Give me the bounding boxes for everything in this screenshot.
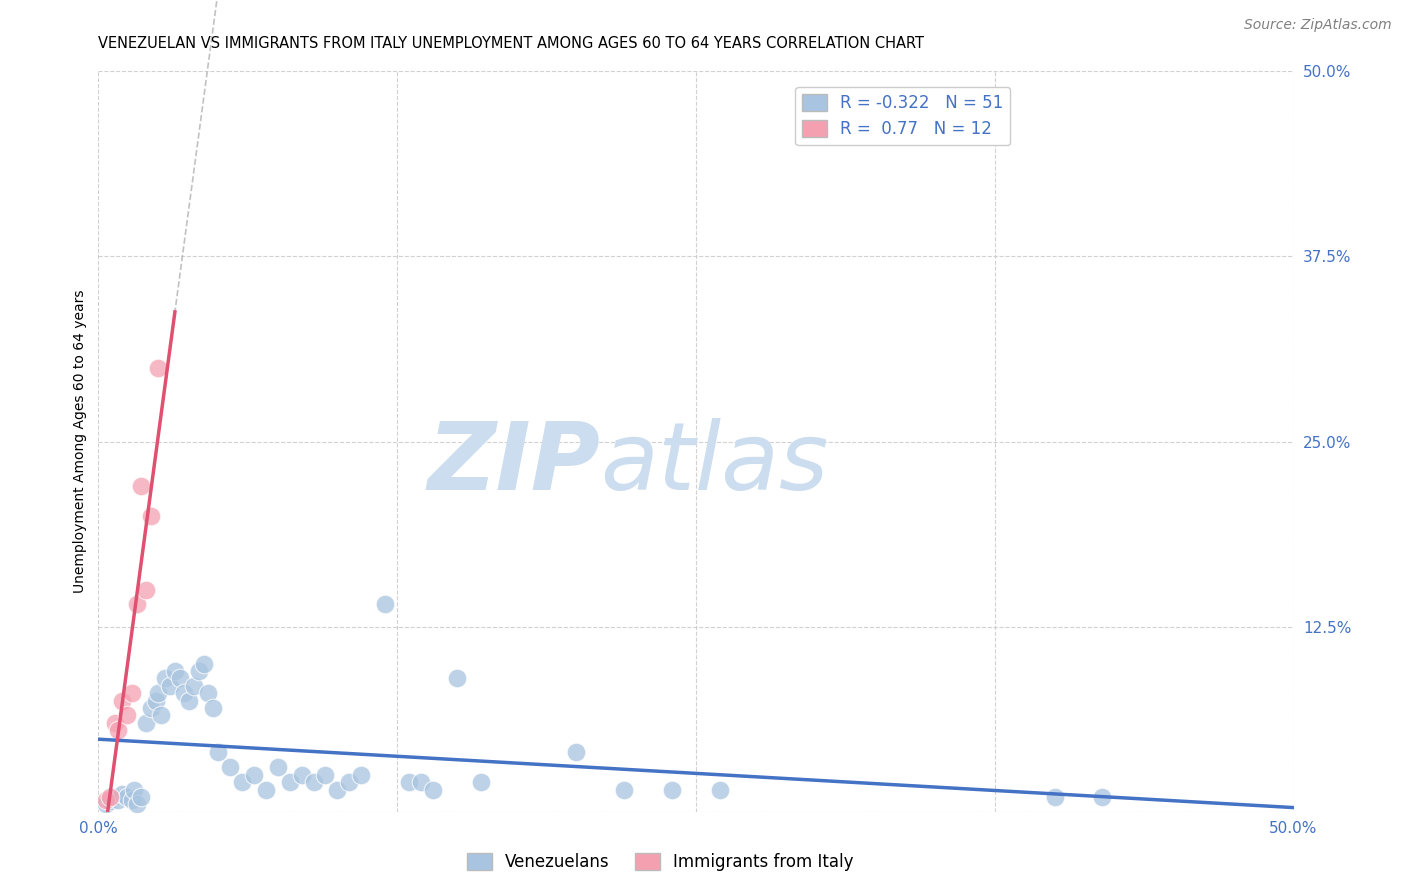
Point [169, 672, 191, 686]
Point [98, 789, 122, 804]
Point [135, 582, 157, 597]
Point [149, 708, 172, 723]
Point [135, 715, 157, 730]
Point [98, 794, 122, 808]
Point [290, 767, 312, 781]
Point [125, 598, 148, 612]
Point [159, 679, 181, 693]
Point [139, 701, 162, 715]
Point [219, 760, 242, 774]
Text: atlas: atlas [600, 418, 828, 509]
Point [148, 360, 170, 375]
Point [565, 746, 588, 760]
Point [104, 715, 127, 730]
Point [661, 782, 683, 797]
Point [254, 782, 277, 797]
Point [350, 767, 373, 781]
Point [193, 657, 215, 671]
Point [145, 694, 167, 708]
Point [124, 782, 146, 797]
Point [1043, 789, 1066, 804]
Point [197, 686, 219, 700]
Point [470, 775, 492, 789]
Point [139, 508, 162, 523]
Point [243, 767, 266, 781]
Point [202, 701, 225, 715]
Point [207, 746, 229, 760]
Point [115, 789, 138, 804]
Point [125, 797, 148, 812]
Text: Source: ZipAtlas.com: Source: ZipAtlas.com [1244, 18, 1392, 32]
Point [267, 760, 290, 774]
Point [278, 775, 301, 789]
Point [374, 598, 396, 612]
Point [155, 672, 177, 686]
Point [709, 782, 731, 797]
Point [302, 775, 325, 789]
Point [411, 775, 433, 789]
Point [1091, 789, 1114, 804]
Point [326, 782, 349, 797]
Point [101, 789, 124, 804]
Point [173, 686, 195, 700]
Point [94, 793, 117, 807]
Text: VENEZUELAN VS IMMIGRANTS FROM ITALY UNEMPLOYMENT AMONG AGES 60 TO 64 YEARS CORRE: VENEZUELAN VS IMMIGRANTS FROM ITALY UNEM… [98, 36, 924, 51]
Point [337, 775, 360, 789]
Point [131, 789, 153, 804]
Point [315, 767, 337, 781]
Point [183, 679, 205, 693]
Point [107, 723, 129, 738]
Point [94, 797, 117, 812]
Point [446, 672, 468, 686]
Point [115, 708, 138, 723]
Point [231, 775, 253, 789]
Point [163, 664, 186, 678]
Point [422, 782, 444, 797]
Point [131, 479, 153, 493]
Point [148, 686, 170, 700]
Point [111, 787, 134, 801]
Point [121, 686, 143, 700]
Y-axis label: Unemployment Among Ages 60 to 64 years: Unemployment Among Ages 60 to 64 years [73, 290, 87, 593]
Text: ZIP: ZIP [427, 417, 600, 509]
Point [107, 793, 129, 807]
Point [179, 694, 201, 708]
Point [111, 694, 134, 708]
Point [398, 775, 420, 789]
Legend: Venezuelans, Immigrants from Italy: Venezuelans, Immigrants from Italy [460, 846, 860, 878]
Point [187, 664, 209, 678]
Point [121, 793, 143, 807]
Point [613, 782, 636, 797]
